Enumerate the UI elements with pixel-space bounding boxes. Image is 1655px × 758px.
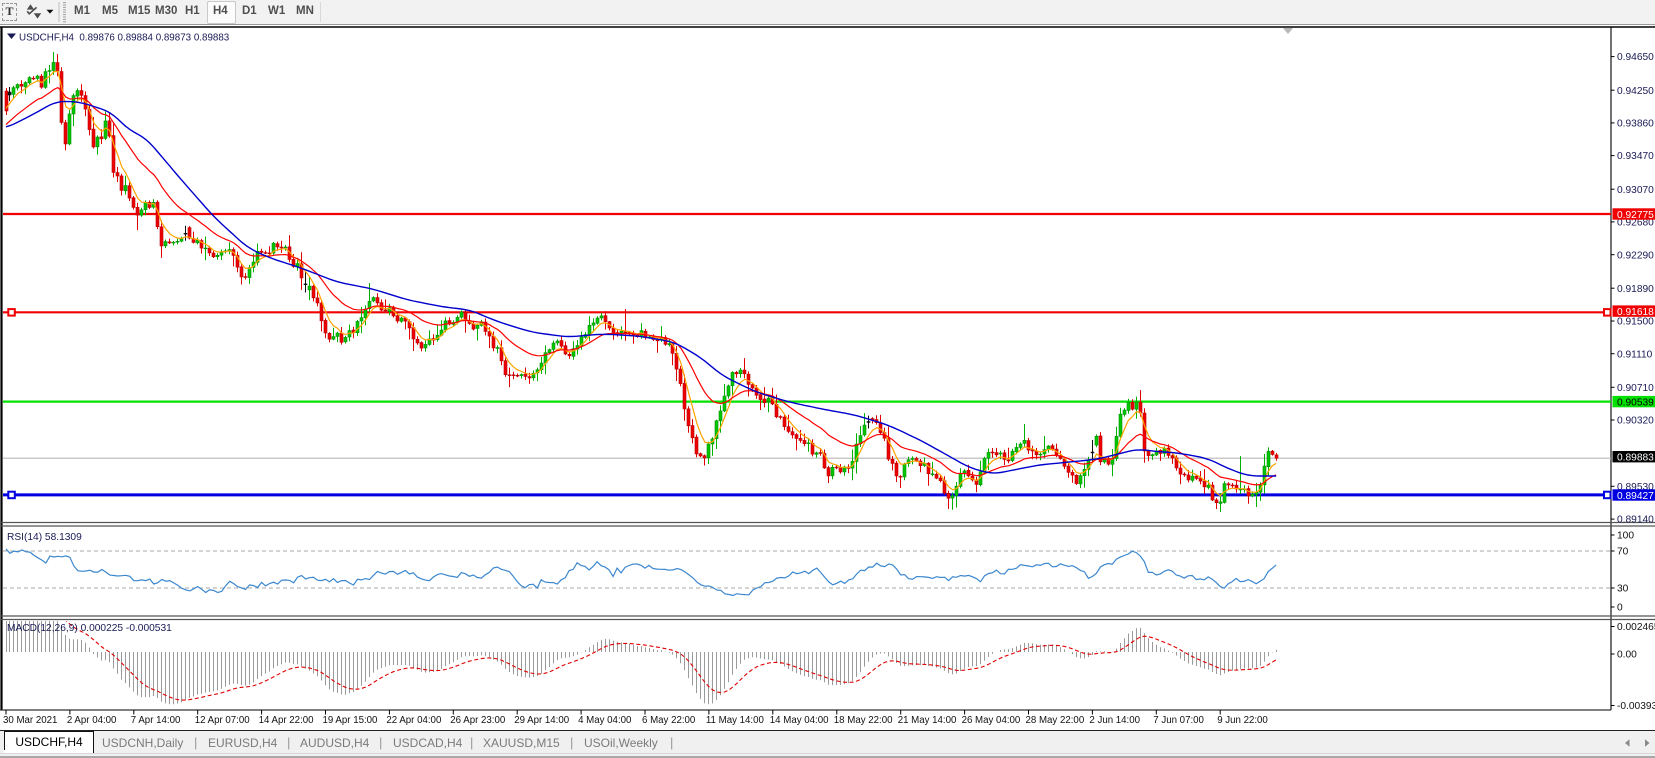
svg-text:0.91500: 0.91500: [1617, 317, 1654, 328]
svg-text:14 May 04:00: 14 May 04:00: [770, 715, 829, 726]
svg-text:9 Jun 22:00: 9 Jun 22:00: [1217, 715, 1268, 726]
svg-text:0.91110: 0.91110: [1617, 349, 1653, 360]
svg-text:MACD(12,26,9) 0.000225 -0.0005: MACD(12,26,9) 0.000225 -0.000531: [7, 623, 172, 634]
svg-text:USDCHF,H4 0.89876 0.89884 0.8: USDCHF,H4 0.89876 0.89884 0.89873 0.8988…: [19, 33, 230, 44]
svg-text:0.91890: 0.91890: [1617, 284, 1654, 295]
svg-text:11 May 14:00: 11 May 14:00: [706, 715, 765, 726]
svg-text:2 Jun 14:00: 2 Jun 14:00: [1089, 715, 1140, 726]
svg-text:30 Mar 2021: 30 Mar 2021: [3, 715, 57, 726]
svg-text:6 May 22:00: 6 May 22:00: [642, 715, 696, 726]
svg-text:0: 0: [1617, 603, 1623, 614]
svg-text:4 May 04:00: 4 May 04:00: [578, 715, 632, 726]
svg-text:26 Apr 23:00: 26 Apr 23:00: [450, 715, 506, 726]
svg-text:70: 70: [1617, 547, 1629, 558]
svg-text:0.002465: 0.002465: [1617, 622, 1655, 633]
svg-text:RSI(14) 58.1309: RSI(14) 58.1309: [7, 532, 82, 543]
svg-text:7 Jun 07:00: 7 Jun 07:00: [1153, 715, 1204, 726]
svg-text:0.89140: 0.89140: [1617, 515, 1654, 526]
svg-text:0.93470: 0.93470: [1617, 151, 1654, 162]
svg-text:-0.003939: -0.003939: [1617, 701, 1655, 712]
svg-text:19 Apr 15:00: 19 Apr 15:00: [323, 715, 379, 726]
svg-text:29 Apr 14:00: 29 Apr 14:00: [514, 715, 570, 726]
svg-text:100: 100: [1617, 531, 1634, 542]
svg-text:28 May 22:00: 28 May 22:00: [1026, 715, 1085, 726]
svg-text:26 May 04:00: 26 May 04:00: [962, 715, 1021, 726]
svg-text:18 May 22:00: 18 May 22:00: [834, 715, 893, 726]
svg-text:0.00: 0.00: [1617, 650, 1637, 661]
svg-text:14 Apr 22:00: 14 Apr 22:00: [259, 715, 315, 726]
svg-text:0.94650: 0.94650: [1617, 52, 1654, 63]
svg-text:0.89883: 0.89883: [1617, 453, 1654, 464]
svg-text:0.90320: 0.90320: [1617, 416, 1654, 427]
svg-text:0.89427: 0.89427: [1617, 491, 1654, 502]
svg-text:30: 30: [1617, 584, 1629, 595]
svg-text:0.90710: 0.90710: [1617, 383, 1654, 394]
svg-text:0.93860: 0.93860: [1617, 119, 1654, 130]
svg-text:0.91618: 0.91618: [1617, 307, 1654, 318]
svg-text:0.92775: 0.92775: [1617, 210, 1654, 221]
svg-text:2 Apr 04:00: 2 Apr 04:00: [67, 715, 117, 726]
svg-text:21 May 14:00: 21 May 14:00: [898, 715, 957, 726]
svg-text:12 Apr 07:00: 12 Apr 07:00: [195, 715, 251, 726]
svg-text:7 Apr 14:00: 7 Apr 14:00: [131, 715, 181, 726]
svg-text:22 Apr 04:00: 22 Apr 04:00: [386, 715, 442, 726]
svg-text:0.90539: 0.90539: [1617, 397, 1654, 408]
svg-text:0.94250: 0.94250: [1617, 86, 1654, 97]
svg-text:0.93070: 0.93070: [1617, 185, 1654, 196]
svg-text:0.92290: 0.92290: [1617, 250, 1654, 261]
